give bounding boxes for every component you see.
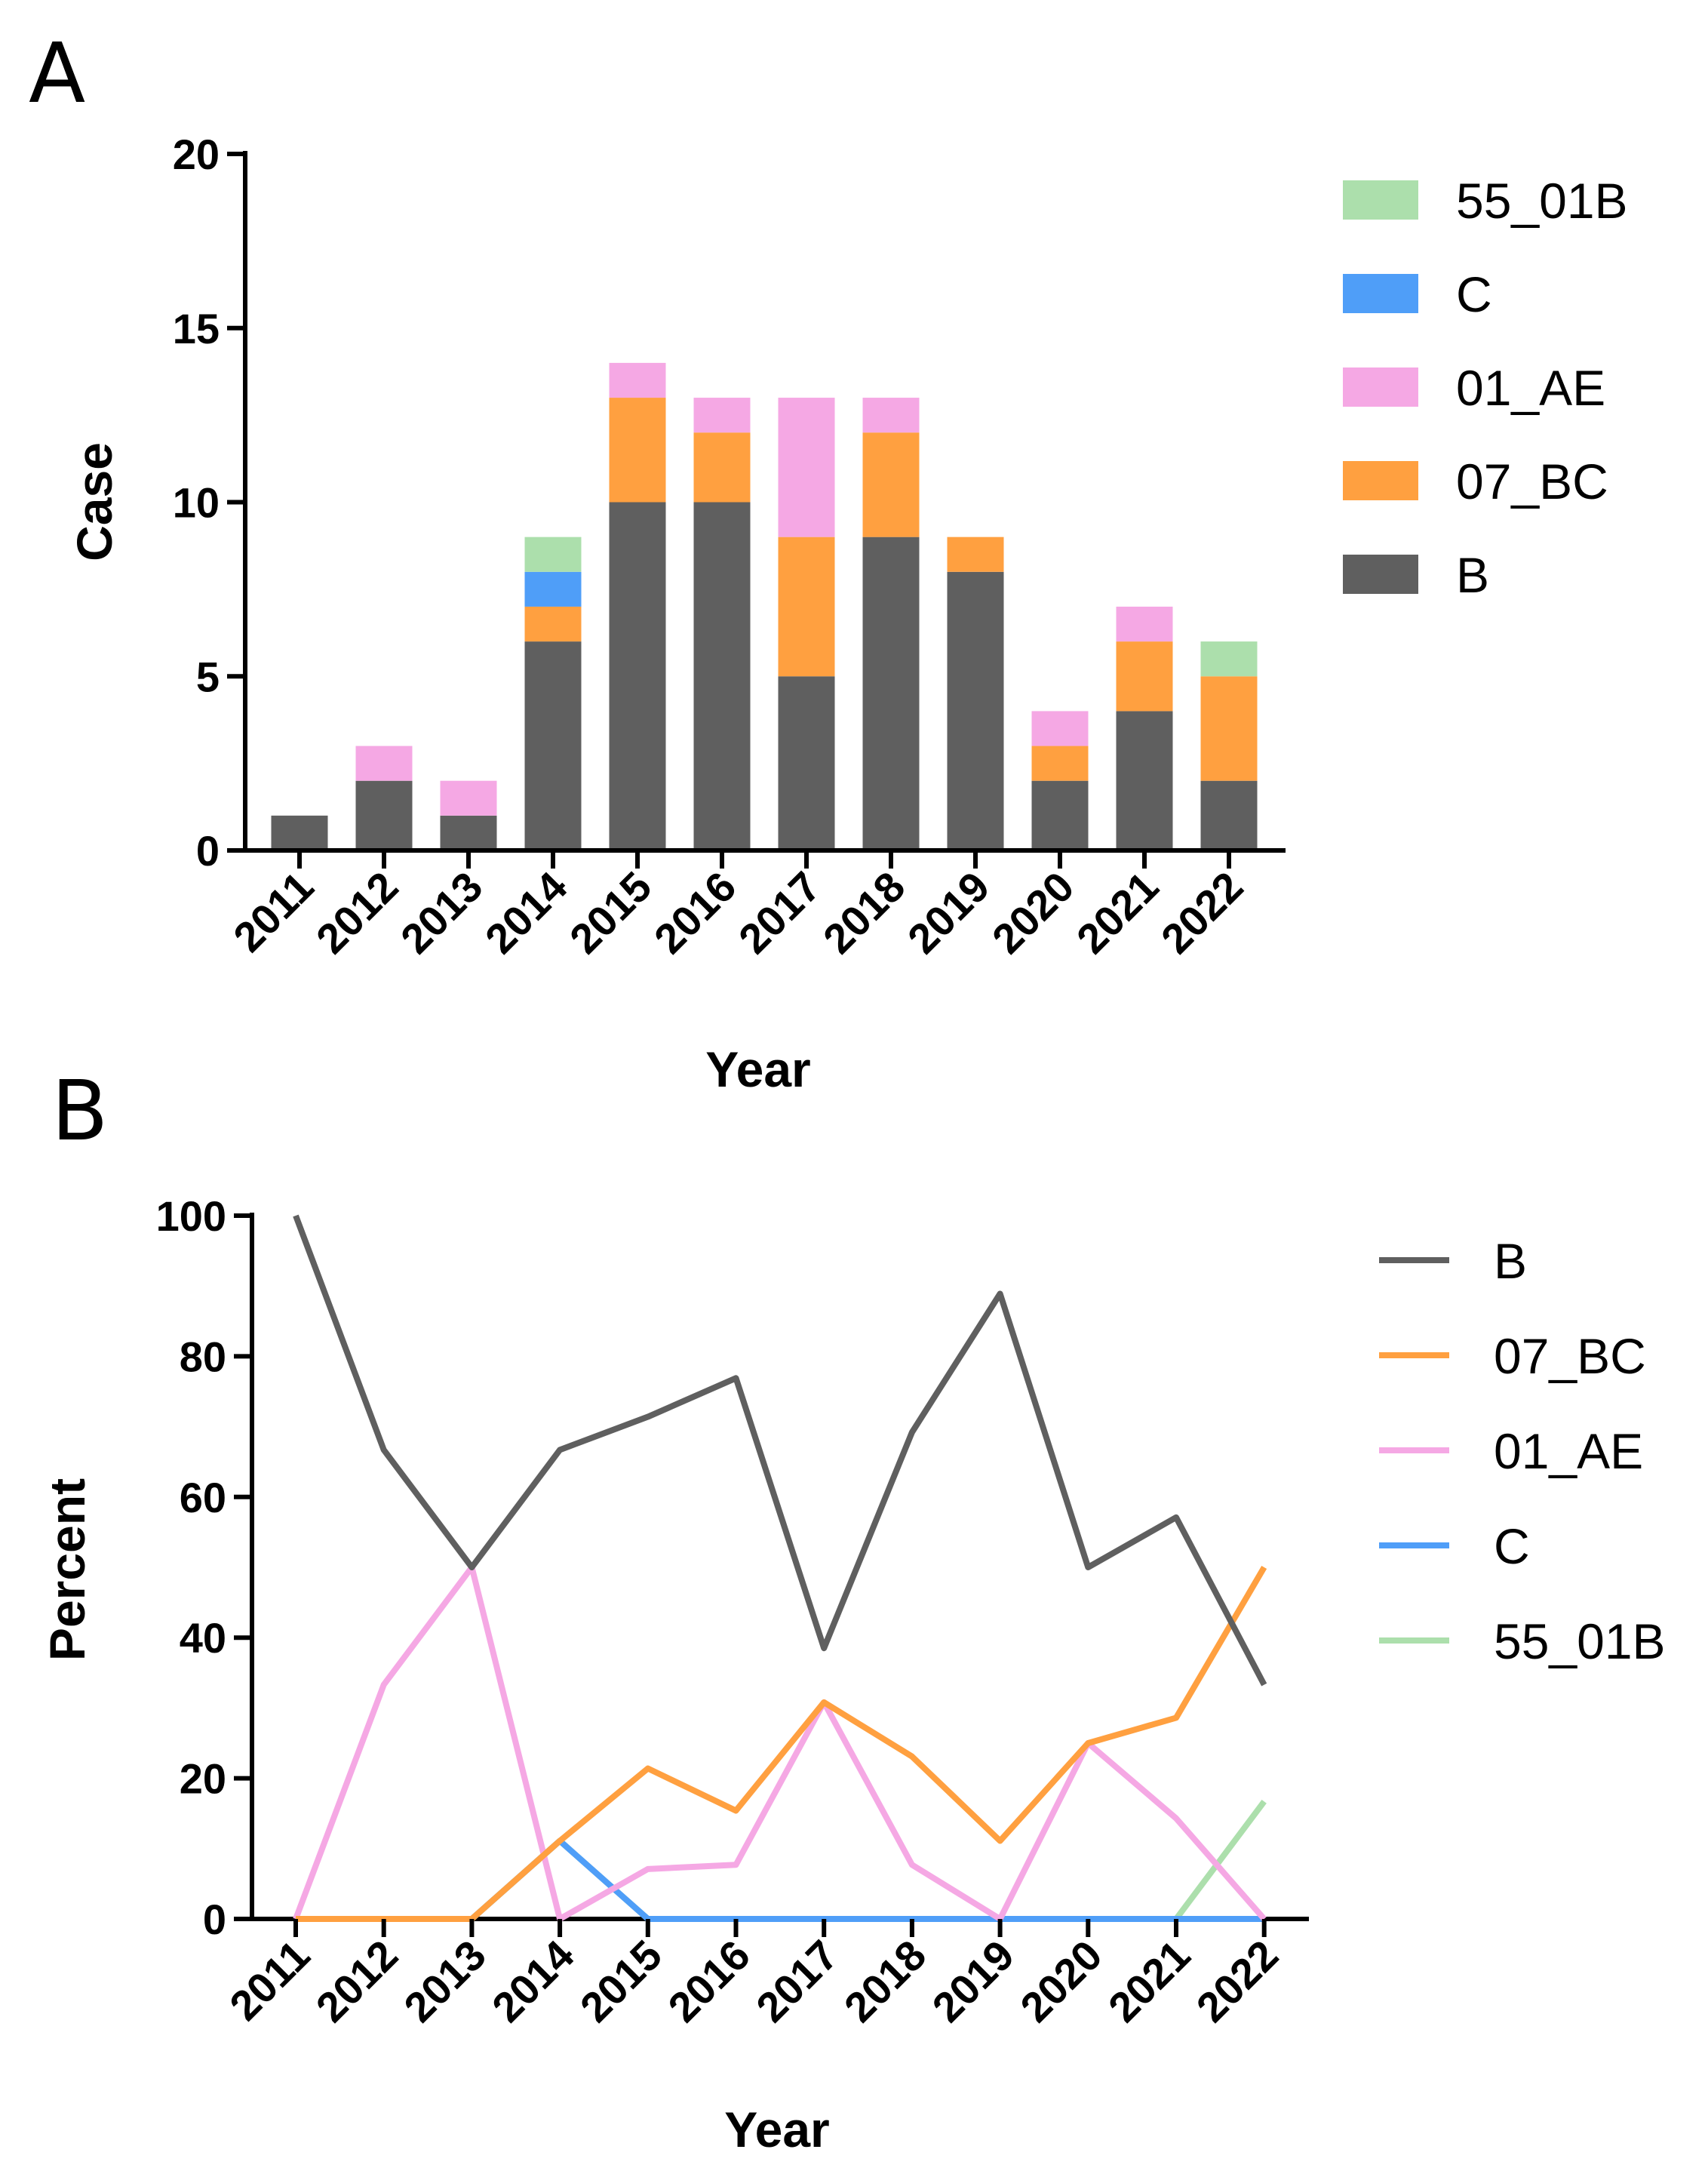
bar-b-2022 xyxy=(1200,780,1258,850)
legend-label-c: C xyxy=(1456,266,1492,322)
x-tick-label: 2021 xyxy=(1099,1931,1200,2031)
x-tick-label: 2020 xyxy=(1011,1931,1111,2031)
y-tick-label: 5 xyxy=(196,653,220,700)
x-tick-label: 2013 xyxy=(395,1931,495,2031)
legend-swatch-55-01b xyxy=(1343,180,1418,220)
y-tick-label: 10 xyxy=(173,479,220,527)
bar-07-bc-2015 xyxy=(609,398,666,503)
bar-c-2014 xyxy=(524,571,582,607)
series-line-55-01b xyxy=(296,1799,1267,1922)
x-tick-label: 2021 xyxy=(1068,863,1168,963)
y-tick-label: 20 xyxy=(180,1755,226,1803)
series-line-07-bc xyxy=(296,1565,1267,1922)
stacked-bar-chart: 0 5 10 15 20 20112012201320142015201620172018… xyxy=(173,131,1628,963)
bar-01-ae-2020 xyxy=(1031,711,1089,746)
x-tick-label: 2018 xyxy=(835,1931,935,2031)
x-tick-label: 2017 xyxy=(730,863,830,963)
y-tick-label: 0 xyxy=(203,1896,226,1943)
bar-b-2020 xyxy=(1031,780,1089,850)
x-tick-label: 2019 xyxy=(899,863,999,963)
bar-01-ae-2013 xyxy=(440,780,497,816)
x-tick-label: 2014 xyxy=(483,1931,583,2031)
x-tick-label: 2011 xyxy=(224,863,322,961)
bar-07-bc-2021 xyxy=(1116,641,1173,712)
legend-label-55-01b: 55_01B xyxy=(1494,1613,1666,1669)
legend-label-b: B xyxy=(1494,1233,1527,1289)
bar-b-2011 xyxy=(271,815,328,850)
bar-07-bc-2020 xyxy=(1031,746,1089,781)
x-tick-label: 2016 xyxy=(659,1931,759,2031)
legend-label-01-ae: 01_AE xyxy=(1456,360,1605,416)
x-tick-label: 2016 xyxy=(645,863,745,963)
legend-swatch-01-ae xyxy=(1343,367,1418,407)
y-tick-label: 80 xyxy=(180,1333,226,1380)
x-tick-label: 2015 xyxy=(571,1931,671,2031)
bar-07-bc-2014 xyxy=(524,606,582,642)
legend-swatch-b xyxy=(1343,555,1418,594)
bar-07-bc-2016 xyxy=(693,432,751,503)
x-tick-label: 2011 xyxy=(220,1931,318,2029)
bar-01-ae-2016 xyxy=(693,398,751,433)
line-chart: 0 20 40 60 80 100 2011201220132014201520162017… xyxy=(156,1192,1666,2031)
bar-b-2014 xyxy=(524,641,582,850)
x-tick-label: 2022 xyxy=(1152,863,1252,963)
x-axis-label-b: Year xyxy=(724,2102,829,2157)
bar-07-bc-2019 xyxy=(947,537,1004,572)
panel-label-a: A xyxy=(29,25,85,121)
bar-01-ae-2021 xyxy=(1116,606,1173,642)
bar-b-2013 xyxy=(440,815,497,850)
bar-b-2017 xyxy=(778,676,835,850)
y-tick-label: 40 xyxy=(180,1614,226,1662)
bar-01-ae-2012 xyxy=(355,746,413,781)
y-tick-label: 20 xyxy=(173,131,220,178)
x-tick-label: 2019 xyxy=(923,1931,1023,2031)
bar-07-bc-2017 xyxy=(778,537,835,677)
panel-label-b: B xyxy=(51,1062,108,1159)
bar-55-01b-2014 xyxy=(524,537,582,572)
bar-07-bc-2018 xyxy=(862,432,920,537)
bar-01-ae-2017 xyxy=(778,398,835,537)
legend-label-07-bc: 07_BC xyxy=(1456,454,1608,509)
legend-label-01-ae: 01_AE xyxy=(1494,1423,1643,1479)
y-axis-label-b: Percent xyxy=(39,1478,95,1661)
legend-swatch-07-bc xyxy=(1343,461,1418,500)
y-axis-label-a: Case xyxy=(66,442,122,561)
y-tick-label: 15 xyxy=(173,305,220,352)
bar-01-ae-2018 xyxy=(862,398,920,433)
x-tick-label: 2012 xyxy=(307,1931,407,2031)
x-tick-label: 2018 xyxy=(814,863,914,963)
x-tick-label: 2017 xyxy=(747,1931,847,2031)
legend-label-55-01b: 55_01B xyxy=(1456,173,1628,229)
series-line-b xyxy=(293,1214,1267,1687)
bar-b-2016 xyxy=(693,502,751,850)
series-line-c xyxy=(296,1837,1264,1922)
legend-label-c: C xyxy=(1494,1518,1530,1574)
x-tick-label: 2012 xyxy=(307,863,407,963)
y-tick-label: 60 xyxy=(180,1474,226,1521)
bar-b-2018 xyxy=(862,537,920,850)
x-axis-label-a: Year xyxy=(705,1041,810,1097)
series-line-01-ae xyxy=(293,1564,1267,1922)
x-tick-label: 2014 xyxy=(476,863,576,963)
x-tick-label: 2022 xyxy=(1187,1931,1288,2031)
bar-01-ae-2015 xyxy=(609,362,666,398)
bar-b-2019 xyxy=(947,571,1004,850)
x-tick-label: 2020 xyxy=(983,863,1083,963)
y-tick-label: 0 xyxy=(196,827,220,875)
x-tick-label: 2015 xyxy=(561,863,661,963)
legend-swatch-c xyxy=(1343,274,1418,313)
bar-07-bc-2022 xyxy=(1200,676,1258,781)
x-tick-label: 2013 xyxy=(392,863,492,963)
legend-label-b: B xyxy=(1456,547,1489,603)
bar-b-2021 xyxy=(1116,711,1173,850)
y-tick-label: 100 xyxy=(156,1192,226,1240)
bar-b-2015 xyxy=(609,502,666,850)
legend-label-07-bc: 07_BC xyxy=(1494,1328,1646,1384)
bar-b-2012 xyxy=(355,780,413,850)
bar-55-01b-2022 xyxy=(1200,641,1258,677)
